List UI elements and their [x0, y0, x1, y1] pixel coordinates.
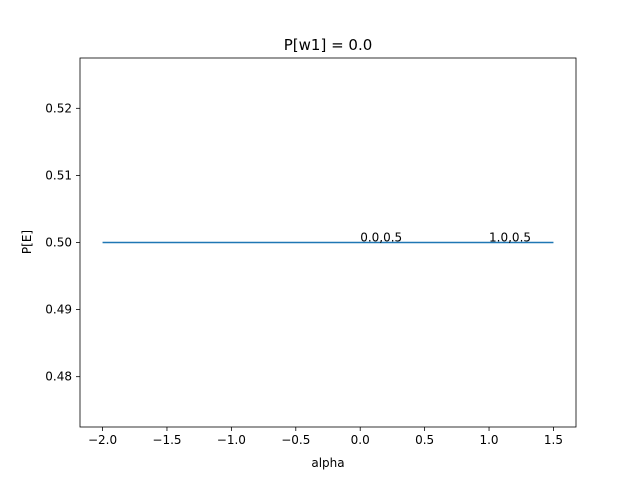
x-axis-label: alpha — [311, 456, 344, 470]
y-tick-label-0: 0.48 — [45, 370, 72, 384]
y-tick-label-1: 0.49 — [45, 303, 72, 317]
y-tick-label-2: 0.50 — [45, 236, 72, 250]
x-tick-label-6: 1.0 — [479, 433, 498, 447]
x-tick-label-5: 0.5 — [415, 433, 434, 447]
x-tick-label-4: 0.0 — [351, 433, 370, 447]
annotation-0: 0.0,0.5 — [360, 231, 402, 245]
x-tick-label-0: −2.0 — [88, 433, 117, 447]
y-tick-label-4: 0.52 — [45, 101, 72, 115]
y-axis-label: P[E] — [20, 230, 34, 254]
x-tick-label-2: −1.0 — [217, 433, 246, 447]
y-tick-label-3: 0.51 — [45, 168, 72, 182]
annotation-1: 1.0,0.5 — [489, 231, 531, 245]
chart-title: P[w1] = 0.0 — [284, 36, 373, 54]
plot-area: 0.0,0.5 1.0,0.5 −2.0 −1.5 −1.0 −0.5 0.0 0.5 1.0 1… — [45, 57, 577, 447]
x-tick-label-3: −0.5 — [281, 433, 310, 447]
x-tick-label-7: 1.5 — [544, 433, 563, 447]
x-tick-label-1: −1.5 — [152, 433, 181, 447]
